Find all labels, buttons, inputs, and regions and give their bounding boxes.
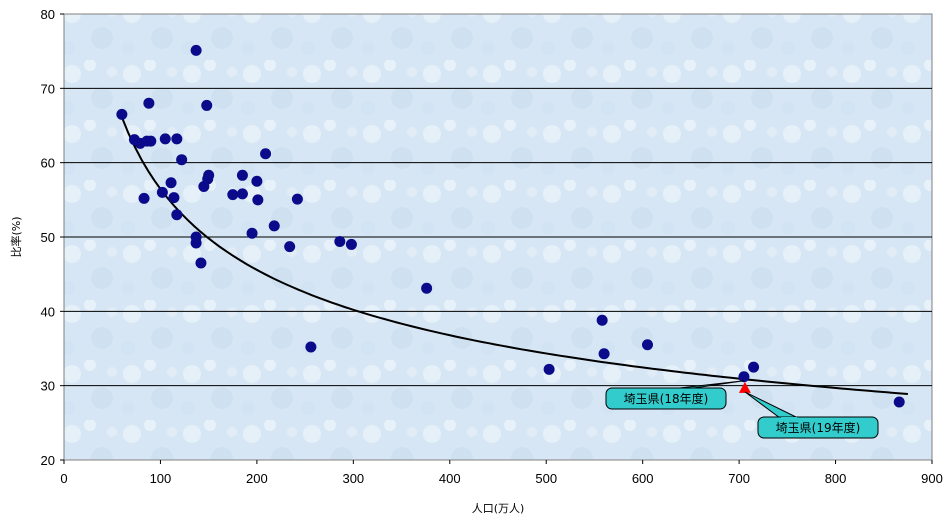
data-point bbox=[171, 133, 183, 145]
y-tick-label: 80 bbox=[41, 7, 55, 22]
x-tick-label: 100 bbox=[150, 471, 172, 486]
callout-joint bbox=[781, 417, 797, 420]
highlight-point bbox=[738, 381, 751, 393]
x-tick-label: 600 bbox=[632, 471, 654, 486]
x-tick-label: 800 bbox=[825, 471, 847, 486]
data-points bbox=[116, 44, 905, 408]
y-axis-title: 比率(%) bbox=[9, 216, 23, 257]
data-point bbox=[190, 44, 202, 56]
data-point bbox=[251, 175, 263, 187]
data-point bbox=[268, 220, 280, 232]
data-point bbox=[260, 148, 272, 160]
y-tick-label: 20 bbox=[41, 453, 55, 468]
data-point bbox=[305, 341, 317, 353]
data-point bbox=[227, 189, 239, 201]
data-point bbox=[159, 133, 171, 145]
y-tick-label: 50 bbox=[41, 230, 55, 245]
data-point bbox=[738, 371, 750, 383]
y-tick-label: 60 bbox=[41, 156, 55, 171]
data-point bbox=[543, 363, 555, 375]
data-point bbox=[252, 194, 264, 206]
data-point bbox=[246, 227, 258, 239]
data-point bbox=[143, 97, 155, 109]
x-axis-title: 人口(万人) bbox=[472, 502, 525, 515]
callout-label: 埼玉県(18年度) bbox=[624, 391, 709, 406]
x-tick-label: 300 bbox=[342, 471, 364, 486]
x-tick-label: 0 bbox=[60, 471, 67, 486]
data-point bbox=[116, 108, 128, 120]
callouts: 埼玉県(18年度) 埼玉県(19年度) bbox=[605, 380, 879, 439]
data-point bbox=[236, 169, 248, 181]
gridlines bbox=[64, 87, 932, 387]
x-tick-label: 200 bbox=[246, 471, 268, 486]
x-tick-label: 900 bbox=[921, 471, 943, 486]
callout-joint bbox=[663, 389, 679, 392]
data-point bbox=[145, 135, 157, 147]
data-point bbox=[176, 154, 188, 166]
data-point bbox=[168, 192, 180, 204]
x-tick-label: 500 bbox=[535, 471, 557, 486]
y-axis: 20 30 40 50 60 70 80 bbox=[41, 7, 64, 468]
data-point bbox=[421, 282, 433, 294]
x-tick-label: 700 bbox=[728, 471, 750, 486]
data-point bbox=[156, 186, 168, 198]
data-point bbox=[641, 339, 653, 351]
data-point bbox=[596, 314, 608, 326]
data-point bbox=[165, 177, 177, 189]
y-tick-label: 70 bbox=[41, 81, 55, 96]
y-tick-label: 40 bbox=[41, 304, 55, 319]
data-point bbox=[203, 169, 215, 181]
data-point bbox=[291, 193, 303, 205]
data-point bbox=[138, 192, 150, 204]
data-point bbox=[190, 237, 202, 249]
data-point bbox=[236, 188, 248, 200]
data-point bbox=[201, 99, 213, 111]
data-point bbox=[284, 241, 296, 253]
x-axis: 0 100 200 300 400 500 600 700 800 900 bbox=[60, 460, 943, 486]
data-point bbox=[893, 396, 905, 408]
data-point bbox=[334, 235, 346, 247]
callout-label: 埼玉県(19年度) bbox=[776, 420, 861, 435]
data-point bbox=[748, 361, 760, 373]
trendline bbox=[120, 116, 908, 395]
data-point bbox=[598, 348, 610, 360]
data-point bbox=[345, 238, 357, 250]
callout-box bbox=[757, 416, 879, 439]
data-point bbox=[171, 209, 183, 221]
data-point bbox=[195, 257, 207, 269]
callout-box bbox=[605, 387, 727, 410]
y-tick-label: 30 bbox=[41, 379, 55, 394]
x-tick-label: 400 bbox=[439, 471, 461, 486]
